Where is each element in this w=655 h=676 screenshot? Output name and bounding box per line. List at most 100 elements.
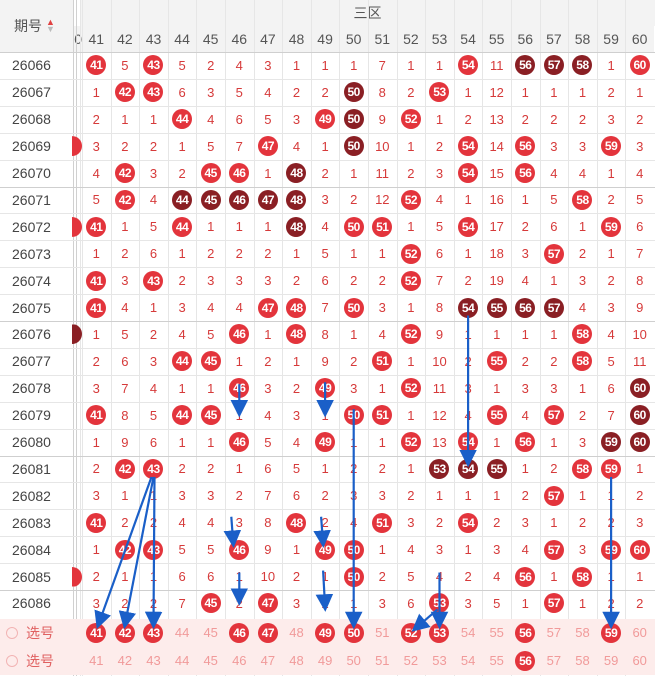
pick-number[interactable]: 58 [575,625,590,641]
pick-cell[interactable]: 47 [254,647,283,675]
column-header-55[interactable]: 55 [482,26,511,52]
pick-number[interactable]: 51 [375,653,390,669]
pick-number-ball[interactable]: 49 [315,622,336,643]
pick-cell[interactable]: 54 [454,647,483,675]
pick-number-ball[interactable]: 43 [143,622,164,643]
column-header-48[interactable]: 48 [282,26,311,52]
pick-number[interactable]: 47 [260,653,276,669]
sort-icon[interactable]: ▲ ▼ [46,17,55,34]
pick-number[interactable]: 57 [546,625,562,641]
pick-number[interactable]: 45 [203,653,218,669]
period-column-header[interactable]: 期号 ▲ ▼ [0,0,73,52]
pick-cell[interactable]: 53 [425,647,454,675]
pick-cell[interactable]: 49 [311,647,340,675]
pick-number-ball[interactable]: 47 [257,622,278,643]
column-header-60[interactable]: 60 [625,26,654,52]
pick-cell[interactable]: 59 [597,647,626,675]
pick-cell[interactable]: 55 [482,647,511,675]
pick-number[interactable]: 52 [403,653,419,669]
pick-number[interactable]: 58 [575,653,590,669]
column-header-58[interactable]: 58 [568,26,597,52]
column-header-43[interactable]: 43 [139,26,168,52]
pick-number[interactable]: 46 [232,653,247,669]
pick-number[interactable]: 44 [174,625,190,641]
pick-cell[interactable]: 56 [511,619,540,647]
radio-circle-icon[interactable] [6,654,18,667]
pick-number[interactable]: 50 [346,653,361,669]
pick-number-ball[interactable]: 56 [515,622,536,643]
pick-cell[interactable]: 43 [139,619,168,647]
pick-cell[interactable]: 56 [511,647,540,675]
pick-cell[interactable]: 45 [196,619,225,647]
pick-cell[interactable]: 41 [82,647,111,675]
column-header-45[interactable]: 45 [196,26,225,52]
column-header-49[interactable]: 49 [310,26,340,52]
pick-cell[interactable]: 57 [540,647,569,675]
pick-cell[interactable]: 42 [111,647,140,675]
pick-cell[interactable]: 44 [168,619,197,647]
column-header-46[interactable]: 46 [225,26,254,52]
pick-cell[interactable]: 60 [625,647,654,675]
column-header-50[interactable]: 50 [339,26,368,52]
pick-number-ball[interactable]: 53 [429,622,450,643]
pick-cell[interactable]: 46 [225,647,254,675]
pick-cell[interactable]: 45 [196,647,225,675]
pick-cell[interactable]: 48 [282,647,311,675]
pick-number[interactable]: 44 [174,653,190,669]
pick-number[interactable]: 54 [460,653,476,669]
pick-cell[interactable]: 59 [597,619,626,647]
pick-cell[interactable]: 41 [82,619,111,647]
pick-number[interactable]: 59 [603,653,619,669]
pick-cell[interactable]: 52 [397,647,426,675]
radio-circle-icon[interactable] [6,626,18,639]
pick-cell[interactable]: 54 [454,619,483,647]
pick-cell[interactable]: 58 [568,647,597,675]
pick-cell[interactable]: 48 [282,619,311,647]
pick-number-ball[interactable]: 50 [343,622,364,643]
pick-number[interactable]: 42 [117,653,133,669]
pick-number[interactable]: 60 [632,625,647,641]
pick-cell[interactable]: 52 [397,619,426,647]
pick-cell[interactable]: 50 [339,619,368,647]
pick-number[interactable]: 51 [375,625,390,641]
pick-number[interactable]: 53 [432,653,447,669]
column-header-52[interactable]: 52 [396,26,426,52]
pick-number-ball[interactable]: 56 [515,650,536,671]
pick-number[interactable]: 43 [146,653,161,669]
pick-number[interactable]: 55 [489,653,504,669]
column-header-56[interactable]: 56 [511,26,540,52]
pick-cell[interactable]: 49 [311,619,340,647]
column-header-59[interactable]: 59 [596,26,626,52]
column-header-53[interactable]: 53 [425,26,454,52]
pick-cell[interactable]: 43 [139,647,168,675]
pick-number[interactable]: 49 [317,653,333,669]
pick-cell[interactable]: 44 [168,647,197,675]
pick-number-ball[interactable]: 42 [114,622,135,643]
column-header-51[interactable]: 51 [368,26,397,52]
column-header-44[interactable]: 44 [167,26,197,52]
pick-cell[interactable]: 53 [425,619,454,647]
pick-cell[interactable]: 60 [625,619,654,647]
pick-cell[interactable]: 42 [111,619,140,647]
pick-row-label[interactable]: 选号 [6,619,54,647]
pick-cell[interactable]: 46 [225,619,254,647]
column-header-42[interactable]: 42 [110,26,140,52]
pick-cell[interactable]: 51 [368,619,397,647]
pick-number[interactable]: 45 [203,625,218,641]
column-header-47[interactable]: 47 [253,26,283,52]
pick-number-ball[interactable]: 46 [229,622,250,643]
pick-cell[interactable]: 51 [368,647,397,675]
pick-number[interactable]: 54 [460,625,476,641]
pick-number[interactable]: 60 [632,653,647,669]
pick-cell[interactable]: 47 [254,619,283,647]
pick-number-ball[interactable]: 59 [601,622,622,643]
pick-row-label[interactable]: 选号 [6,647,54,675]
column-header-41[interactable]: 41 [82,26,111,52]
pick-number[interactable]: 57 [546,653,562,669]
pick-cell[interactable]: 55 [482,619,511,647]
pick-number[interactable]: 48 [289,625,304,641]
pick-number[interactable]: 41 [89,653,104,669]
pick-cell[interactable]: 50 [339,647,368,675]
column-header-54[interactable]: 54 [453,26,483,52]
pick-number-ball[interactable]: 52 [400,622,421,643]
